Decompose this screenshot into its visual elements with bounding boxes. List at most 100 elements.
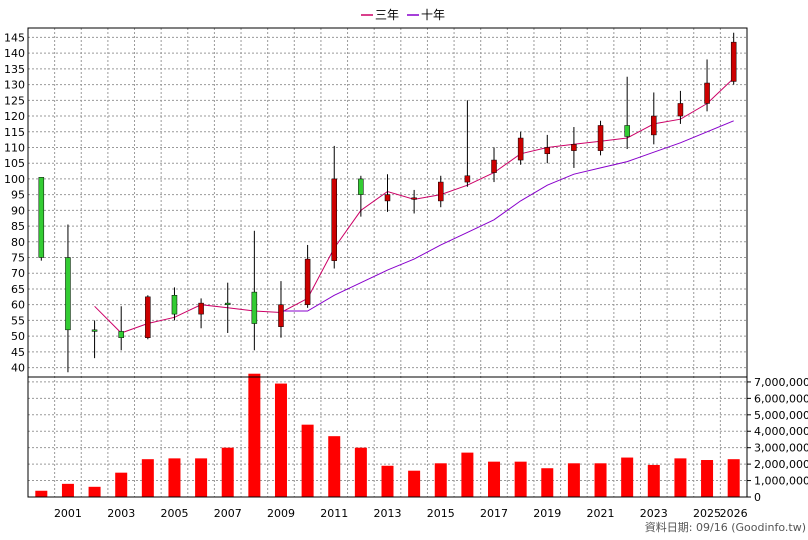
- year-tick-label: 2001: [54, 507, 82, 520]
- volume-bar: [621, 457, 634, 497]
- price-tick-label: 100: [4, 173, 25, 186]
- volume-bar: [701, 460, 714, 497]
- volume-bar: [328, 436, 341, 497]
- year-tick-label: 2017: [480, 507, 508, 520]
- volume-bar: [567, 463, 580, 497]
- candle-body: [331, 178, 337, 261]
- price-tick-label: 140: [4, 47, 25, 60]
- candle-body: [65, 257, 71, 331]
- legend: 三年 十年: [361, 8, 445, 22]
- candle-body: [118, 331, 124, 338]
- volume-tick-label: 2,000,000: [754, 458, 808, 471]
- volume-tick-label: 4,000,000: [754, 425, 808, 438]
- plot-frame: [27, 27, 748, 498]
- volume-tick-label: 7,000,000: [754, 376, 808, 389]
- year-tick-label: 2007: [214, 507, 242, 520]
- candle-body: [278, 304, 284, 327]
- year-tick-label: 2013: [374, 507, 402, 520]
- price-tick-label: 90: [11, 204, 25, 217]
- volume-tick-label: 6,000,000: [754, 392, 808, 405]
- candle-body: [251, 291, 258, 324]
- candle-body: [704, 82, 710, 104]
- price-tick-label: 115: [4, 126, 25, 139]
- candle-body: [411, 197, 417, 200]
- volume-bar: [514, 461, 527, 497]
- price-tick-label: 110: [4, 141, 25, 154]
- price-tick-label: 135: [4, 63, 25, 76]
- volume-bar: [354, 447, 367, 497]
- year-tick-label: 2019: [533, 507, 561, 520]
- year-tick-label: 2025: [693, 507, 721, 520]
- volume-bar: [88, 486, 101, 497]
- candle-body: [677, 103, 684, 117]
- candle-body: [571, 144, 577, 151]
- candle-body: [384, 194, 391, 202]
- volume-bar: [461, 452, 474, 497]
- axes: 40 45 50 55 60 65 70 75 80 85 90 95 100 105 110 115 120 1…: [4, 27, 808, 520]
- volume-tick-label: 0: [754, 491, 761, 504]
- price-tick-label: 65: [11, 283, 25, 296]
- year-tick-label: 2011: [320, 507, 348, 520]
- candle-body: [491, 159, 497, 173]
- volume-bar: [115, 472, 128, 497]
- volume-bar: [674, 458, 687, 497]
- volume-bar: [647, 464, 660, 497]
- candle-body: [224, 302, 231, 305]
- year-tick-label: 2003: [107, 507, 135, 520]
- candle-body: [198, 302, 204, 315]
- price-tick-label: 60: [11, 299, 25, 312]
- year-tick-label: 2015: [427, 507, 455, 520]
- volume-bar: [594, 463, 607, 497]
- volume-tick-label: 5,000,000: [754, 409, 808, 422]
- price-tick-label: 75: [11, 252, 25, 265]
- price-tick-label: 125: [4, 94, 25, 107]
- volume-bar: [168, 458, 181, 497]
- price-tick-label: 70: [11, 267, 25, 280]
- volume-bar: [274, 383, 287, 497]
- volume-tick-label: 3,000,000: [754, 442, 808, 455]
- volume-bar: [248, 373, 261, 497]
- volume-bar: [434, 463, 447, 497]
- price-tick-label: 80: [11, 236, 25, 249]
- price-tick-label: 145: [4, 31, 25, 44]
- candle-body: [597, 125, 604, 151]
- volume-bar: [541, 468, 554, 497]
- ma-line-十年: [281, 120, 734, 312]
- price-tick-label: 40: [11, 362, 25, 375]
- candle-body: [624, 125, 630, 137]
- price-tick-label: 45: [11, 346, 25, 359]
- candle-body: [438, 181, 444, 202]
- volume-bar: [61, 483, 74, 497]
- candle-body: [304, 258, 311, 305]
- volume-bar: [488, 461, 501, 497]
- volume-bars: [35, 373, 740, 497]
- price-tick-label: 120: [4, 110, 25, 123]
- price-tick-label: 55: [11, 314, 25, 327]
- candle-body: [730, 41, 737, 82]
- candle-body: [651, 115, 657, 136]
- candle-body: [171, 295, 178, 315]
- candle-body: [91, 329, 98, 332]
- legend-label-10yr: 十年: [421, 8, 445, 22]
- volume-bar: [195, 458, 208, 497]
- volume-bar: [141, 459, 154, 497]
- legend-label-3yr: 三年: [375, 8, 399, 22]
- grid: [27, 28, 748, 498]
- volume-bar: [221, 447, 234, 497]
- candle-body: [517, 137, 524, 161]
- year-tick-label: 2009: [267, 507, 295, 520]
- data-date-credit: 資料日期: 09/16 (Goodinfo.tw): [645, 520, 806, 534]
- price-tick-label: 95: [11, 189, 25, 202]
- volume-bar: [301, 424, 314, 497]
- volume-tick-label: 1,000,000: [754, 475, 808, 488]
- year-tick-label: 2026: [720, 507, 748, 520]
- volume-bar: [35, 490, 48, 497]
- price-tick-label: 130: [4, 79, 25, 92]
- volume-bar: [727, 459, 740, 497]
- year-tick-label: 2023: [640, 507, 668, 520]
- year-tick-label: 2021: [587, 507, 615, 520]
- volume-bar: [381, 465, 394, 497]
- candle-body: [38, 177, 45, 258]
- candles: [38, 32, 737, 373]
